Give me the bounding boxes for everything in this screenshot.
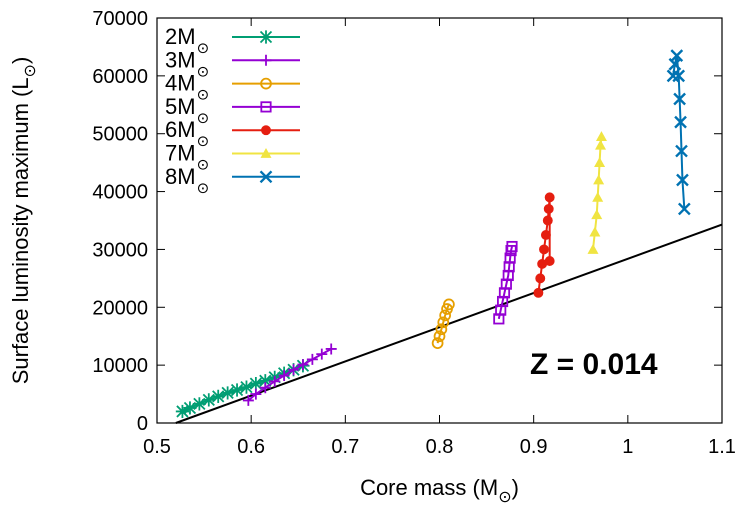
y-tick-label: 60000 — [92, 66, 148, 88]
data-point — [297, 359, 309, 371]
legend-marker — [260, 77, 272, 90]
sun-symbol: ⊙ — [197, 180, 210, 197]
x-axis-label: Core mass (M⊙) — [360, 475, 519, 505]
data-point — [676, 173, 689, 187]
data-point — [544, 192, 555, 203]
data-point — [433, 330, 446, 343]
data-point — [670, 49, 684, 62]
data-point — [175, 404, 190, 419]
y-tick-label: 20000 — [92, 297, 148, 319]
data-point — [673, 92, 686, 106]
x-tick-label: 0.9 — [520, 436, 548, 458]
data-point — [591, 209, 603, 220]
data-point — [259, 382, 271, 394]
x-tick-label: 1.1 — [708, 436, 736, 458]
sun-symbol: ⊙ — [197, 157, 210, 174]
y-tick-label: 10000 — [92, 355, 148, 377]
data-point — [677, 202, 691, 216]
legend-marker — [259, 170, 273, 184]
data-point — [539, 244, 549, 255]
y-tick-label: 30000 — [92, 239, 148, 261]
x-tick-label: 0.7 — [331, 436, 359, 458]
data-point — [183, 401, 197, 415]
data-point — [672, 69, 686, 83]
data-point — [540, 230, 551, 240]
data-point — [258, 374, 272, 388]
legend-marker — [260, 101, 272, 113]
data-point — [504, 252, 516, 264]
series-2m — [175, 359, 310, 419]
sun-symbol: ⊙ — [498, 489, 511, 505]
y-tick-label: 50000 — [92, 124, 148, 146]
data-point — [592, 191, 604, 202]
data-point — [506, 240, 518, 253]
axis-ticks: 0.5 0.6 0.7 0.8 0.9 1 1.1 0 10000 20000 30000 40000… — [92, 8, 736, 458]
series-5m — [493, 240, 518, 325]
data-point — [249, 377, 263, 391]
data-point — [435, 323, 448, 336]
sun-symbol: ⊙ — [197, 40, 210, 57]
sun-symbol: ⊙ — [197, 63, 210, 80]
data-point — [239, 380, 254, 394]
data-point — [211, 389, 225, 403]
data-point — [192, 397, 206, 411]
y-axis-label: Surface luminosity maximum (L⊙) — [8, 57, 39, 385]
data-point — [533, 287, 544, 298]
series-line — [247, 348, 332, 402]
x-tick-label: 0.8 — [426, 436, 454, 458]
data-point — [537, 258, 548, 269]
sun-symbol: ⊙ — [22, 64, 39, 77]
data-point — [543, 203, 554, 214]
data-point — [594, 157, 606, 168]
data-point — [587, 243, 599, 254]
data-point — [250, 388, 262, 400]
x-tick-label: 0.6 — [237, 436, 265, 458]
data-point — [544, 256, 555, 266]
legend-marker — [260, 148, 272, 158]
data-point — [443, 298, 455, 311]
sun-symbol: ⊙ — [197, 133, 210, 150]
legend-marker — [261, 125, 271, 136]
data-point — [595, 131, 607, 142]
data-point — [242, 394, 254, 406]
data-point — [675, 144, 688, 158]
legend-marker — [259, 30, 273, 44]
data-point — [288, 364, 300, 376]
series-7m — [587, 131, 607, 254]
y-tick-label: 0 — [137, 413, 148, 435]
x-tick-label: 1 — [622, 436, 633, 458]
data-point — [316, 348, 328, 360]
data-point — [593, 174, 605, 185]
data-point — [674, 115, 687, 129]
data-point — [589, 226, 601, 237]
annotation-text: Z = 0.014 — [530, 348, 658, 381]
data-point — [306, 353, 318, 365]
sun-symbol: ⊙ — [197, 87, 210, 104]
data-point — [542, 215, 553, 226]
data-series — [175, 49, 691, 419]
data-point — [278, 370, 290, 382]
data-point — [439, 309, 451, 322]
series-3m — [242, 343, 337, 406]
data-point — [202, 393, 216, 407]
legend: 2M⊙3M⊙4M⊙5M⊙6M⊙7M⊙8M⊙ — [165, 24, 300, 197]
series-4m — [431, 298, 455, 350]
legend-entry: 8M⊙ — [165, 164, 300, 197]
y-tick-label: 70000 — [92, 8, 148, 30]
sun-symbol: ⊙ — [197, 110, 210, 127]
data-point — [325, 343, 337, 355]
series-8m — [666, 49, 691, 216]
data-point — [221, 386, 235, 400]
series-6m — [533, 192, 555, 298]
data-point — [595, 139, 607, 150]
data-point — [269, 375, 281, 387]
data-point — [535, 273, 546, 284]
data-point — [431, 337, 444, 350]
data-point — [230, 383, 244, 397]
y-tick-label: 40000 — [92, 182, 148, 204]
legend-marker — [260, 54, 272, 66]
data-point — [437, 316, 450, 329]
x-tick-label: 0.5 — [143, 436, 171, 458]
